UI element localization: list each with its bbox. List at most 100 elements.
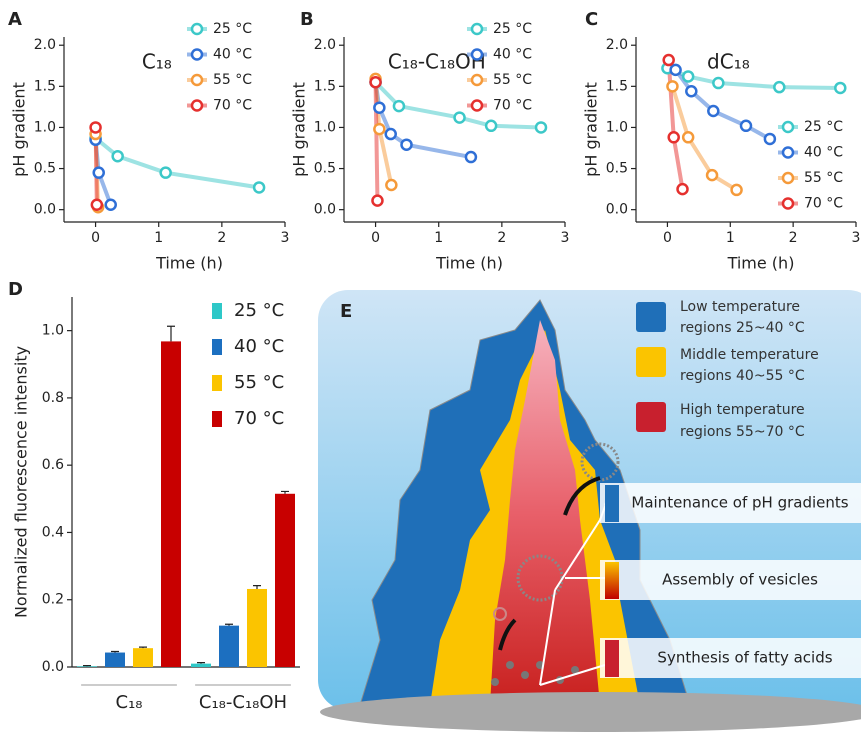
box-key [605, 640, 619, 677]
legend-marker [192, 50, 202, 60]
legend-label: 40 °C [213, 47, 252, 63]
legend-label: 25 °C [804, 119, 843, 135]
point [683, 132, 693, 142]
point [161, 168, 171, 178]
legend-marker [192, 24, 202, 34]
legend-label: 40 °C [493, 47, 532, 63]
panel-letter: A [8, 9, 22, 30]
y-tick-label: 1.0 [314, 119, 336, 135]
y-tick-label: 0.6 [42, 457, 64, 473]
panel-letter: D [8, 279, 23, 300]
legend-label: 55 °C [493, 72, 532, 88]
point [402, 140, 412, 150]
point [732, 185, 742, 195]
legend-label: 40 °C [234, 336, 284, 357]
legend-marker [472, 24, 482, 34]
error-bar [83, 666, 91, 667]
point [713, 78, 723, 88]
point [386, 129, 396, 139]
legend-marker [783, 122, 793, 132]
y-tick-label: 0.4 [42, 524, 64, 540]
box-label: Synthesis of fatty acids [657, 649, 832, 667]
point [708, 106, 718, 116]
legend-key [636, 347, 666, 377]
legend-label: 25 °C [493, 21, 532, 37]
legend-marker [472, 101, 482, 111]
error-bar [111, 652, 119, 653]
panel-e: E Low temperature regions 25~40 °C Middl… [318, 290, 861, 732]
error-bar [197, 663, 205, 664]
bar [77, 666, 97, 667]
bar [133, 648, 153, 667]
box-label: Assembly of vesicles [662, 571, 818, 589]
point [372, 196, 382, 206]
point [765, 134, 775, 144]
point [254, 182, 264, 192]
point [774, 82, 784, 92]
chart-title: dC₁₈ [707, 50, 750, 74]
legend-key [212, 411, 222, 427]
box-label: Maintenance of pH gradients [631, 494, 848, 512]
x-tick-label: C₁₈-C₁₈OH [199, 692, 287, 713]
y-tick-label: 0.5 [34, 161, 56, 177]
legend-marker [472, 50, 482, 60]
point [486, 121, 496, 131]
box-key [605, 562, 619, 599]
y-tick-label: 2.0 [314, 37, 336, 53]
x-tick-label: 2 [789, 230, 798, 246]
point [835, 83, 845, 93]
legend-key [636, 402, 666, 432]
point [386, 180, 396, 190]
legend-label: 70 °C [234, 408, 284, 429]
legend-text: Low temperature [680, 299, 800, 315]
x-tick-label: 0 [371, 230, 380, 246]
y-tick-label: 0.0 [314, 202, 336, 218]
y-tick-label: 0.0 [34, 202, 56, 218]
legend-marker [472, 75, 482, 85]
legend-label: 55 °C [234, 372, 284, 393]
bar [247, 589, 267, 667]
legend-text: High temperature [680, 402, 805, 418]
x-tick-label: 3 [281, 230, 290, 246]
series-line [376, 82, 378, 200]
error-bar [225, 624, 233, 625]
legend-marker [192, 75, 202, 85]
x-axis-title: Time (h) [155, 254, 223, 273]
error-bar [281, 491, 289, 493]
y-tick-label: 0.5 [314, 161, 336, 177]
point [374, 103, 384, 113]
point [374, 124, 384, 134]
bar [219, 626, 239, 667]
point [664, 55, 674, 65]
series-line [96, 138, 260, 187]
y-tick-label: 0.2 [42, 592, 64, 608]
x-tick-label: 2 [217, 230, 226, 246]
point [669, 132, 679, 142]
panel-letter: E [340, 301, 352, 322]
point [683, 71, 693, 81]
legend-text: regions 40~55 °C [680, 368, 805, 384]
point [667, 81, 677, 91]
y-tick-label: 2.0 [34, 37, 56, 53]
legend-label: 25 °C [213, 21, 252, 37]
point [466, 152, 476, 162]
point [671, 65, 681, 75]
x-tick-label: 3 [852, 230, 861, 246]
point [455, 113, 465, 123]
bar [275, 494, 295, 667]
bar [191, 664, 211, 667]
error-bar [139, 647, 147, 648]
point [94, 168, 104, 178]
legend-label: 40 °C [804, 145, 843, 161]
legend-label: 25 °C [234, 300, 284, 321]
panel-letter: C [585, 9, 598, 30]
y-tick-label: 1.5 [34, 78, 56, 94]
y-tick-label: 0.0 [42, 659, 64, 675]
panel-letter: B [300, 9, 314, 30]
x-tick-label: 3 [561, 230, 570, 246]
y-axis-title: pH gradient [10, 82, 29, 177]
bar [161, 341, 181, 667]
point [371, 77, 381, 87]
point [678, 184, 688, 194]
x-tick-label: 1 [434, 230, 443, 246]
